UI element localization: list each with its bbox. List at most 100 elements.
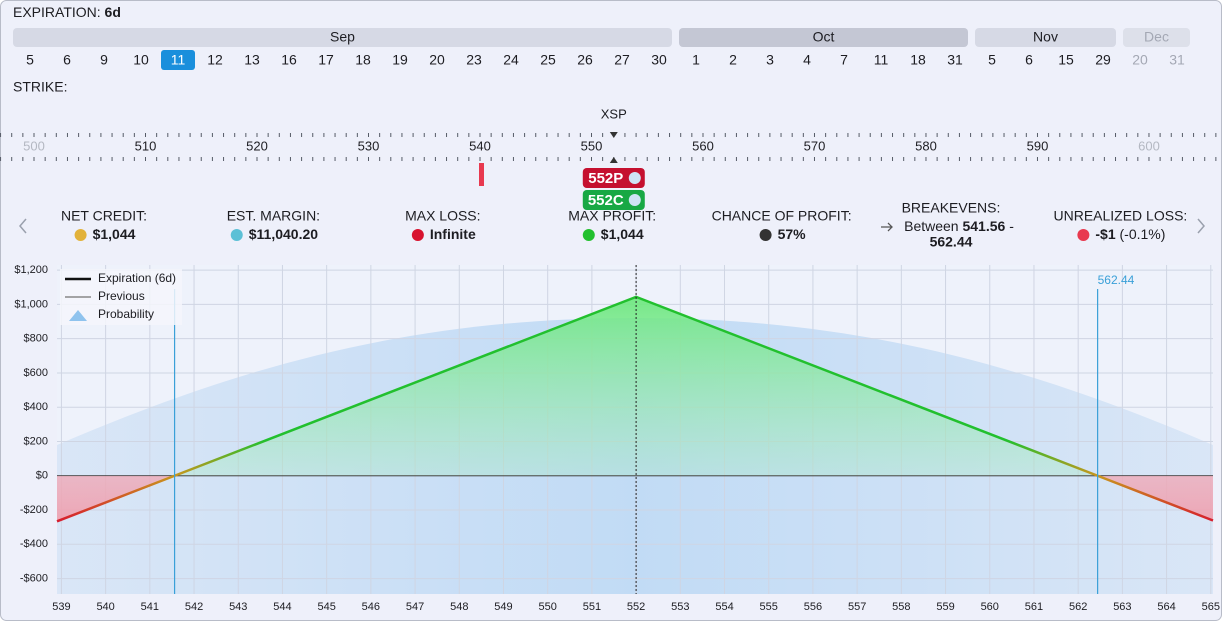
- date[interactable]: 6: [63, 52, 71, 68]
- leg-tag[interactable]: [582, 168, 645, 188]
- date[interactable]: 16: [281, 52, 297, 68]
- stat-value-part: Between: [904, 218, 958, 234]
- x-tick-label: 557: [848, 601, 866, 613]
- date[interactable]: 24: [503, 52, 519, 68]
- date[interactable]: 20: [429, 52, 445, 68]
- x-tick-label: 543: [229, 601, 247, 613]
- stat-value: $1,044: [93, 226, 136, 242]
- x-tick-label: 559: [936, 601, 954, 613]
- stat-value: Between 541.56 -: [904, 218, 1014, 234]
- y-tick-label: -$600: [20, 572, 48, 584]
- date[interactable]: 6: [1025, 52, 1033, 68]
- date[interactable]: 31: [1169, 52, 1185, 68]
- strike-tick-label: 520: [246, 138, 268, 153]
- stat-value-part: 541.56: [962, 218, 1005, 234]
- date[interactable]: 10: [133, 52, 149, 68]
- month-bar[interactable]: [1123, 28, 1190, 47]
- underlying-marker: [609, 157, 618, 163]
- stat-value-detail: (-0.1%): [1120, 226, 1166, 242]
- value: 6d: [105, 4, 121, 20]
- stat-value-main: $11,040.20: [249, 226, 319, 242]
- x-tick-label: 561: [1025, 601, 1043, 613]
- selected-date-bg: [161, 50, 195, 70]
- date[interactable]: 26: [577, 52, 593, 68]
- month-bar[interactable]: [975, 28, 1116, 47]
- stat-label: MAX LOSS:: [405, 208, 480, 224]
- date[interactable]: 29: [1095, 52, 1111, 68]
- y-tick-label: -$200: [20, 504, 48, 516]
- legend-label: Probability: [98, 307, 154, 321]
- stat-label: UNREALIZED LOSS:: [1053, 208, 1187, 224]
- date[interactable]: 31: [947, 52, 963, 68]
- stat-label: CHANCE OF PROFIT:: [712, 208, 852, 224]
- strike-tick-label: 510: [135, 138, 157, 153]
- stat-icon: [411, 229, 424, 241]
- x-tick-label: 548: [450, 601, 468, 613]
- date[interactable]: 23: [466, 52, 482, 68]
- stat-value-main: $1,044: [93, 226, 136, 242]
- leg-label: 552C: [588, 192, 624, 209]
- stat-label: BREAKEVENS:: [902, 200, 1001, 216]
- leg-icon: [628, 194, 641, 206]
- label: EXPIRATION:: [13, 4, 101, 20]
- stat-label: MAX PROFIT:: [568, 208, 656, 224]
- date[interactable]: 13: [244, 52, 260, 68]
- month-label: Oct: [813, 29, 835, 45]
- stat-value-main: $1,044: [601, 226, 644, 242]
- date[interactable]: 5: [988, 52, 996, 68]
- leg-label: 552P: [588, 170, 623, 187]
- date[interactable]: 15: [1058, 52, 1074, 68]
- date[interactable]: 25: [540, 52, 556, 68]
- volume-bar: [479, 163, 484, 186]
- strike-tick-label: 560: [692, 138, 714, 153]
- date[interactable]: 7: [840, 52, 848, 68]
- x-tick-label: 545: [317, 601, 335, 613]
- y-tick-label: $200: [24, 435, 48, 447]
- date[interactable]: 3: [766, 52, 774, 68]
- x-tick-label: 551: [583, 601, 601, 613]
- date[interactable]: 11: [171, 52, 186, 68]
- prev-arrow[interactable]: [19, 218, 27, 234]
- stat-value-part: -: [1009, 218, 1014, 234]
- date[interactable]: 5: [26, 52, 34, 68]
- stat-icon: [759, 229, 772, 241]
- strike-tick-label: 540: [469, 138, 491, 153]
- x-tick-label: 555: [760, 601, 778, 613]
- date[interactable]: 17: [318, 52, 334, 68]
- leg-tag[interactable]: [582, 190, 645, 210]
- date[interactable]: 12: [207, 52, 223, 68]
- date[interactable]: 2: [729, 52, 737, 68]
- x-tick-label: 541: [141, 601, 159, 613]
- expiration-label: EXPIRATION: 6d: [13, 4, 121, 20]
- legend-swatch: [69, 310, 87, 321]
- date[interactable]: 20: [1132, 52, 1148, 68]
- y-tick-label: $400: [24, 401, 48, 413]
- x-tick-label: 558: [892, 601, 910, 613]
- date[interactable]: 27: [614, 52, 630, 68]
- y-tick-label: $600: [24, 367, 48, 379]
- month-bar[interactable]: [679, 28, 968, 47]
- payoff-line: [56, 295, 1214, 523]
- month-label: Dec: [1144, 29, 1169, 45]
- month-label: Sep: [330, 29, 355, 45]
- date[interactable]: 19: [392, 52, 408, 68]
- date[interactable]: 18: [355, 52, 371, 68]
- stat-icon: [74, 229, 87, 241]
- x-tick-label: 560: [981, 601, 999, 613]
- stat-value-part: 562.44: [930, 234, 973, 250]
- date[interactable]: 18: [910, 52, 926, 68]
- x-tick-label: 562: [1069, 601, 1087, 613]
- date[interactable]: 1: [692, 52, 700, 68]
- date[interactable]: 30: [651, 52, 667, 68]
- strike-tick-label: 550: [581, 138, 603, 153]
- stat-value-main: -$1: [1095, 226, 1115, 242]
- date[interactable]: 11: [874, 52, 889, 68]
- x-tick-label: 552: [627, 601, 645, 613]
- month-bar[interactable]: [13, 28, 672, 47]
- x-tick-label: 547: [406, 601, 424, 613]
- date[interactable]: 9: [100, 52, 108, 68]
- date[interactable]: 4: [803, 52, 811, 68]
- strike-tick-label: 590: [1027, 138, 1049, 153]
- next-arrow[interactable]: [1197, 218, 1205, 234]
